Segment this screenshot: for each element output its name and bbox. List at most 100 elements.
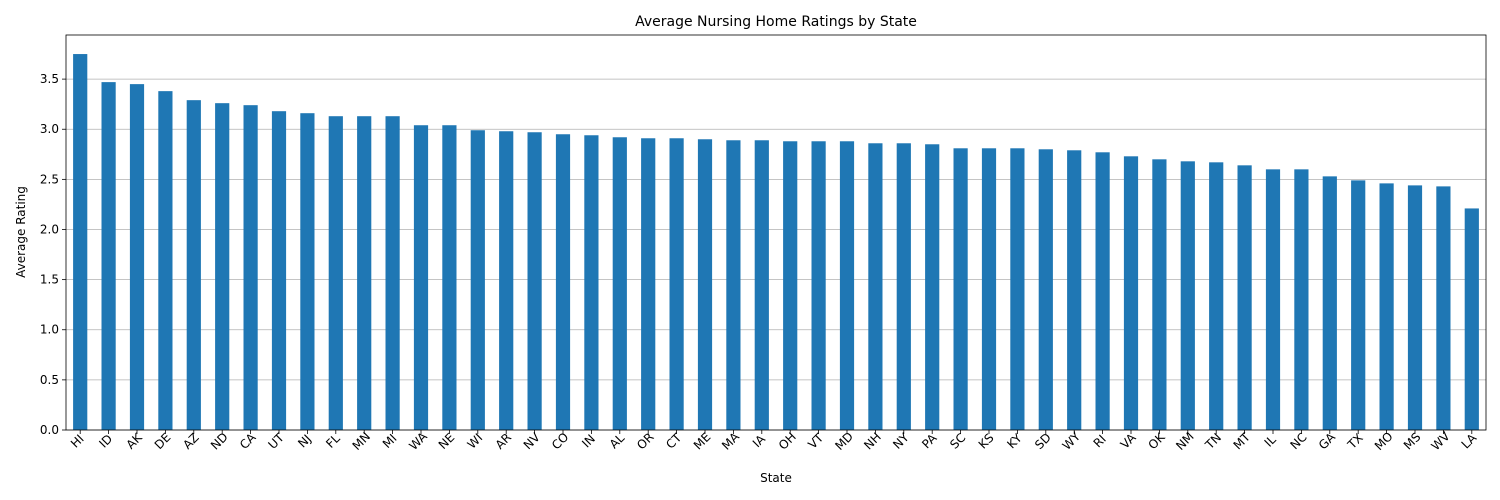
x-tick-label: VA xyxy=(1118,430,1140,452)
bar-nd xyxy=(215,103,230,430)
x-tick-label: AL xyxy=(607,431,628,452)
x-tick-label: VT xyxy=(805,430,826,451)
x-tick-label: TX xyxy=(1344,431,1366,453)
bar-sc xyxy=(953,148,968,430)
y-tick-label: 0.0 xyxy=(40,423,59,437)
x-tick-label: MA xyxy=(719,429,743,453)
y-tick-label: 2.0 xyxy=(40,222,59,236)
x-tick-label: FL xyxy=(323,431,343,451)
bar-ri xyxy=(1095,152,1110,431)
bar-al xyxy=(612,137,627,430)
bar-mt xyxy=(1237,165,1252,430)
x-tick-label: NJ xyxy=(295,432,314,451)
x-tick-label: NM xyxy=(1173,429,1197,453)
x-tick-label: IL xyxy=(1262,432,1279,449)
x-tick-label: MN xyxy=(350,429,374,453)
bar-ga xyxy=(1322,176,1337,430)
bar-ar xyxy=(499,131,514,430)
x-tick-label: MD xyxy=(832,429,856,453)
x-tick-label: OH xyxy=(776,430,799,453)
bar-ut xyxy=(271,111,287,430)
x-tick-label: MT xyxy=(1231,429,1254,452)
x-tick-label: OK xyxy=(1145,429,1168,452)
x-tick-label: AK xyxy=(124,430,146,452)
bar-md xyxy=(839,141,855,430)
y-tick-label: 0.5 xyxy=(40,373,59,387)
x-tick-label: CT xyxy=(663,430,684,451)
x-tick-label: DE xyxy=(152,430,174,452)
x-tick-label: NC xyxy=(1287,430,1309,452)
bar-ne xyxy=(442,125,457,430)
x-tick-label: KY xyxy=(1004,431,1025,452)
bar-sd xyxy=(1038,149,1053,430)
x-tick-label: UT xyxy=(266,430,288,452)
bar-mn xyxy=(357,116,372,431)
y-tick-label: 3.0 xyxy=(40,122,59,136)
y-tick-label: 2.5 xyxy=(40,172,59,186)
x-tick-label: ND xyxy=(208,430,231,453)
x-tick-label: LA xyxy=(1459,430,1480,451)
x-tick-label: TN xyxy=(1202,430,1224,452)
x-tick-label: HI xyxy=(68,432,87,451)
bar-tx xyxy=(1351,180,1366,430)
bar-de xyxy=(158,91,173,430)
bar-fl xyxy=(328,116,343,431)
y-axis-label: Average Rating xyxy=(14,186,28,278)
bars xyxy=(73,54,1479,431)
x-tick-label: NE xyxy=(436,430,458,452)
bar-ny xyxy=(896,143,911,430)
bar-vt xyxy=(811,141,826,430)
x-tick-label: RI xyxy=(1091,432,1109,450)
x-axis-label: State xyxy=(760,471,792,485)
bar-ky xyxy=(1010,148,1025,430)
bar-va xyxy=(1123,156,1139,430)
x-tick-label: NY xyxy=(890,430,912,452)
x-tick-label: OR xyxy=(634,430,656,452)
bar-nm xyxy=(1180,161,1195,430)
plot-frame xyxy=(65,34,1487,431)
bar-il xyxy=(1265,169,1281,431)
bar-nj xyxy=(300,113,315,430)
bar-ms xyxy=(1407,185,1423,430)
bar-wa xyxy=(413,125,429,430)
x-tick-label: MO xyxy=(1372,429,1396,453)
bar-hi xyxy=(73,54,88,431)
bar-me xyxy=(697,139,713,430)
bar-ok xyxy=(1152,159,1167,430)
x-tick-label: NH xyxy=(861,430,884,453)
bar-ak xyxy=(129,84,145,431)
x-tick-label: IA xyxy=(750,432,769,451)
bar-oh xyxy=(783,141,798,430)
bar-wi xyxy=(470,130,485,430)
x-tick-label: NV xyxy=(521,430,544,453)
bar-co xyxy=(555,134,571,430)
x-tick-label: WI xyxy=(465,431,486,452)
x-tick-label: SC xyxy=(947,431,968,452)
bar-nh xyxy=(868,143,883,430)
bar-in xyxy=(584,135,599,430)
bar-tn xyxy=(1209,162,1224,431)
bar-id xyxy=(101,82,116,430)
bar-ia xyxy=(754,140,769,431)
bar-az xyxy=(186,100,201,430)
x-tick-label: AR xyxy=(493,430,515,452)
y-tick-label: 1.0 xyxy=(40,323,59,337)
bar-wy xyxy=(1067,150,1082,431)
x-tick-label: IN xyxy=(579,432,598,451)
x-tick-label: WA xyxy=(406,429,430,453)
y-ticks: 0.0 0.5 1.0 1.5 2.0 2.5 3.0 3.5 xyxy=(40,72,66,437)
bar-ma xyxy=(726,140,741,431)
x-tick-label: WY xyxy=(1060,429,1084,453)
x-ticks: HI ID AK DE AZ ND CA UT NJ FL MN MI WA NE WI AR NV CO IN AL… xyxy=(68,429,1480,454)
bar-nc xyxy=(1294,169,1309,431)
x-tick-label: WV xyxy=(1429,429,1454,454)
x-tick-label: SD xyxy=(1032,430,1054,452)
x-tick-label: ME xyxy=(691,430,714,453)
bar-ks xyxy=(981,148,997,430)
x-tick-label: MI xyxy=(380,431,400,451)
y-tick-label: 3.5 xyxy=(40,72,59,86)
bar-mi xyxy=(385,116,400,431)
x-tick-label: CO xyxy=(549,430,572,453)
